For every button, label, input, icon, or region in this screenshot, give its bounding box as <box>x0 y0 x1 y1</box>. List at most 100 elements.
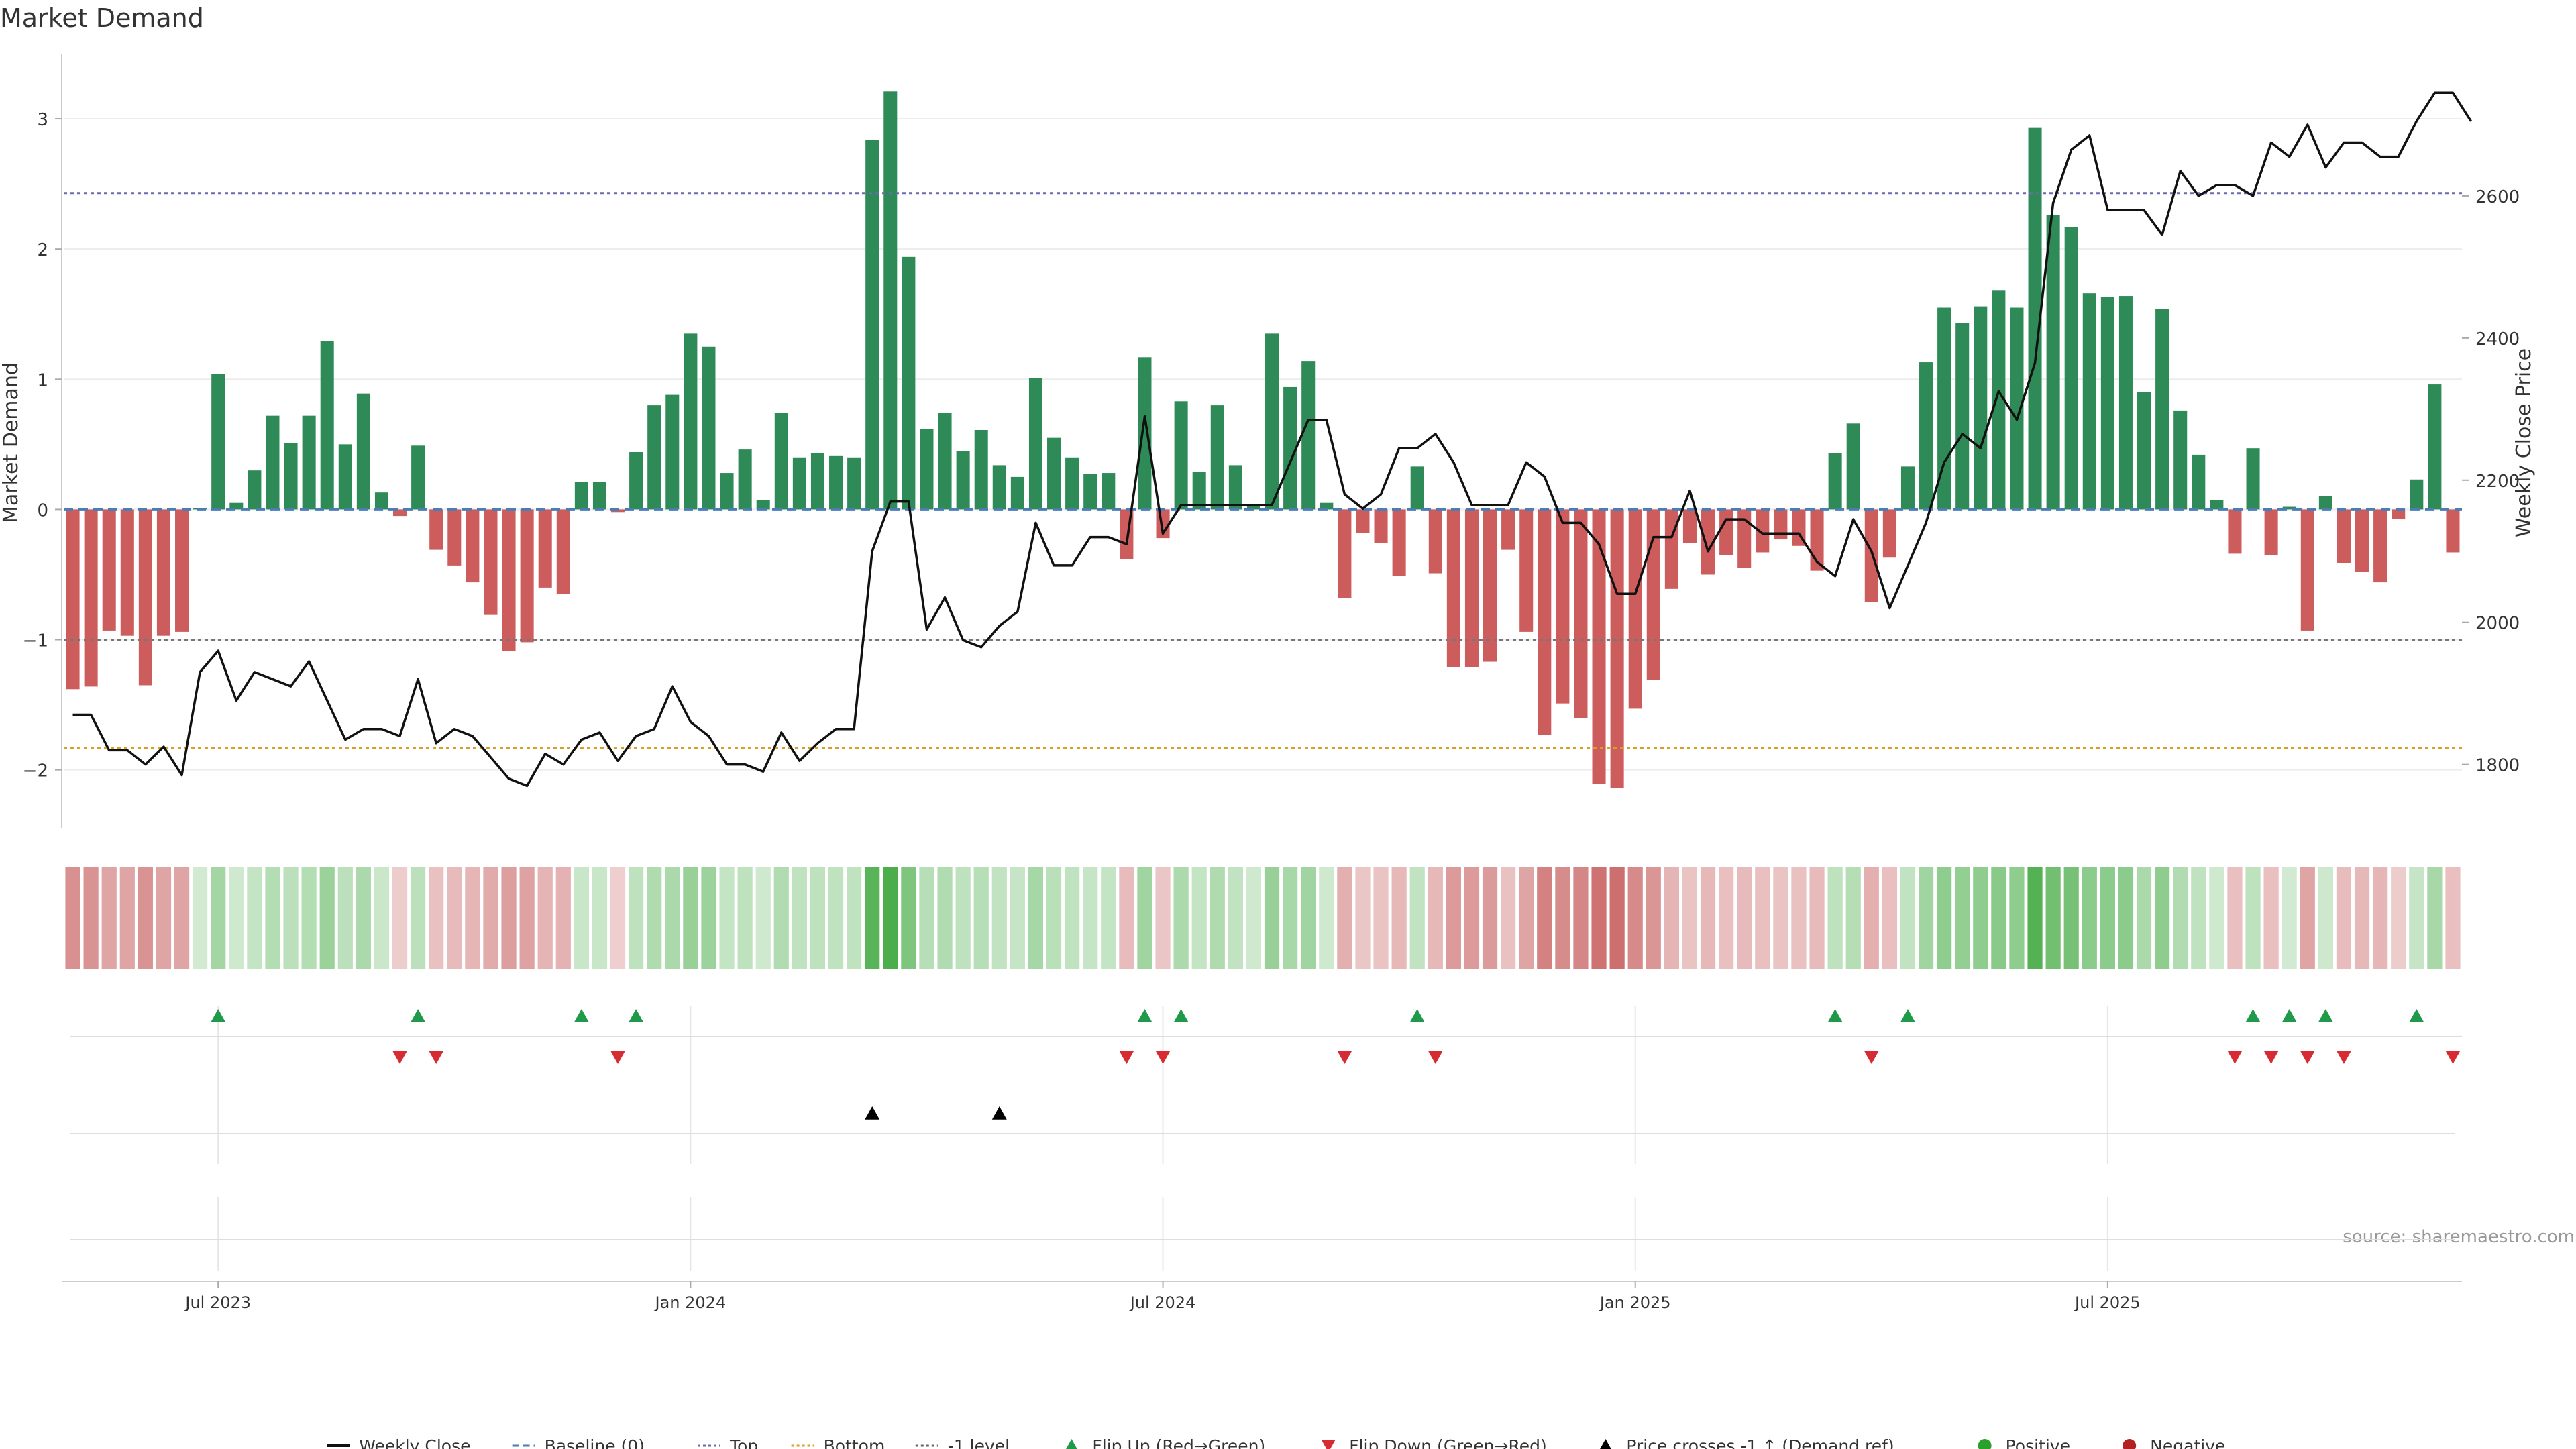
legend-symbol <box>1322 1440 1336 1449</box>
demand-bar <box>1756 509 1770 553</box>
legend-label: Baseline (0) <box>545 1436 645 1449</box>
heatmap-cell <box>2427 867 2443 969</box>
heatmap-cell <box>792 867 807 969</box>
weekly-close-line <box>72 91 2472 788</box>
heatmap-cell <box>1737 867 1752 969</box>
demand-bar <box>84 509 98 687</box>
flip-up-marker <box>1900 1009 1915 1022</box>
axes: −2 −1 0 1 2 3 1800 2000 2200 2400 2600 Jul 2023 Jan … <box>23 54 2520 1312</box>
demand-bar <box>1501 509 1515 550</box>
heatmap-cell <box>1627 867 1643 969</box>
demand-bar <box>2100 297 2114 510</box>
demand-bar <box>1719 509 1733 555</box>
heatmap-cell <box>447 867 462 969</box>
demand-bar <box>1410 466 1424 510</box>
demand-bar <box>2192 454 2206 510</box>
legend-label: Weekly Close <box>359 1436 470 1449</box>
heatmap-cell <box>2300 867 2315 969</box>
demand-bar <box>2355 509 2369 572</box>
demand-bar <box>974 430 988 510</box>
demand-bar <box>320 341 334 510</box>
heatmap-cell <box>1210 867 1225 969</box>
heatmap-cell <box>1191 867 1207 969</box>
heatmap-cell <box>719 867 735 969</box>
demand-bar <box>138 509 152 686</box>
flip-up-marker <box>2409 1009 2424 1022</box>
heatmap-cell <box>1319 867 1334 969</box>
legend-symbol <box>2123 1439 2137 1449</box>
demand-bar <box>1992 290 2006 510</box>
heatmap-cell <box>465 867 480 969</box>
x-tick-label: Jul 2023 <box>184 1293 251 1312</box>
heatmap-cell <box>156 867 172 969</box>
demand-bar <box>1446 509 1460 667</box>
y-tick-label: 1 <box>37 370 48 390</box>
demand-bar <box>447 509 462 566</box>
demand-bar <box>1882 509 1896 558</box>
demand-bar <box>992 465 1006 510</box>
demand-bar <box>1210 405 1224 510</box>
demand-bar <box>156 509 170 636</box>
heatmap-cell <box>1155 867 1171 969</box>
demand-bar <box>629 452 643 510</box>
demand-bar <box>2428 384 2442 510</box>
demand-bar <box>1610 509 1624 788</box>
heatmap-cell <box>1809 867 1825 969</box>
heatmap-cell <box>1682 867 1698 969</box>
heatmap-cell <box>1046 867 1062 969</box>
demand-bar <box>774 413 788 510</box>
demand-bar <box>1464 509 1479 667</box>
flip-up-marker <box>411 1009 426 1022</box>
demand-bar <box>374 492 388 510</box>
heatmap-cell <box>2282 867 2297 969</box>
flip-down-marker <box>2227 1051 2243 1064</box>
heatmap-cell <box>2082 867 2097 969</box>
heatmap-cell <box>1719 867 1734 969</box>
demand-bar <box>1228 465 1242 510</box>
demand-bar <box>810 453 824 510</box>
demand-bar <box>1083 474 1097 510</box>
demand-bar <box>1864 509 1878 602</box>
demand-bar <box>120 509 134 636</box>
legend-label: Flip Up (Red→Green) <box>1092 1436 1265 1449</box>
heatmap-cell <box>2391 867 2406 969</box>
demand-bars <box>66 91 2460 788</box>
heatmap-cell <box>1119 867 1134 969</box>
demand-bar <box>175 509 189 632</box>
demand-bar <box>556 509 570 594</box>
heatmap-cell <box>193 867 208 969</box>
heatmap-cell <box>1791 867 1807 969</box>
legend-symbol <box>1600 1439 1611 1449</box>
y2-tick-label: 2000 <box>2475 614 2520 634</box>
demand-bar <box>1301 361 1316 510</box>
demand-bar <box>2373 509 2387 583</box>
heatmap-cell <box>337 867 353 969</box>
heatmap-cell <box>501 867 517 969</box>
heatmap-cell <box>1283 867 1298 969</box>
heatmap-cell <box>1555 867 1570 969</box>
demand-bar <box>2082 293 2096 510</box>
flip-markers <box>70 1009 2462 1064</box>
y2-tick-label: 2600 <box>2475 187 2520 207</box>
flip-up-marker <box>211 1009 226 1022</box>
demand-bar <box>502 509 516 651</box>
demand-bar <box>792 457 806 510</box>
flip-down-marker <box>1119 1051 1134 1064</box>
weekly-close-series <box>72 91 2472 788</box>
demand-bar <box>702 346 716 510</box>
heatmap-cell <box>2063 867 2079 969</box>
demand-bar <box>1737 509 1752 568</box>
price-cross-marker <box>991 1106 1007 1120</box>
heatmap-cell <box>356 867 371 969</box>
demand-bar <box>1774 509 1788 540</box>
legend-item: -1 level <box>915 1436 1010 1449</box>
legend-item: Positive <box>1978 1436 2070 1449</box>
heatmap-cell <box>1355 867 1371 969</box>
flip-up-marker <box>1137 1009 1152 1022</box>
demand-bar <box>1192 472 1206 510</box>
demand-bar <box>1592 509 1606 784</box>
heatmap-cell <box>537 867 553 969</box>
demand-bar <box>2410 479 2424 510</box>
heatmap-cell <box>610 867 626 969</box>
demand-bar <box>266 415 280 510</box>
